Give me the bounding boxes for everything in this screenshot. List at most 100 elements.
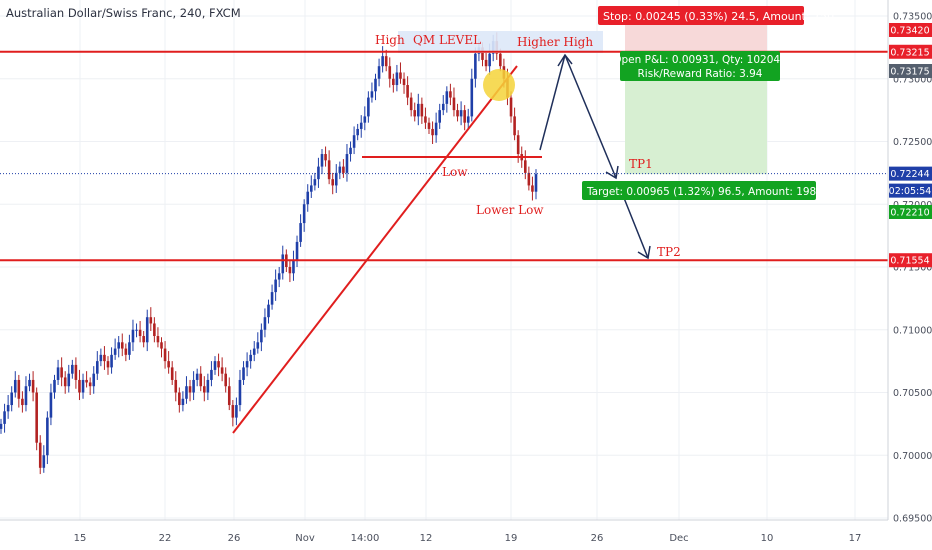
price-tick-label: 0.73500 xyxy=(893,12,932,23)
candle-body xyxy=(217,361,220,368)
candle-body xyxy=(53,379,56,393)
candle-body xyxy=(99,354,103,362)
candle-body xyxy=(13,379,17,393)
candle-body xyxy=(138,329,142,337)
trendline xyxy=(232,65,518,434)
time-axis-panel[interactable] xyxy=(0,520,932,550)
candle-body xyxy=(60,367,63,378)
candle-body xyxy=(38,442,42,468)
candle-body xyxy=(74,364,78,380)
candle-body xyxy=(231,405,235,418)
candle-body xyxy=(499,53,502,67)
candle-body xyxy=(484,59,488,67)
candle-body xyxy=(413,110,417,117)
candle-body xyxy=(470,78,474,117)
candle-body xyxy=(474,53,477,79)
candle-body xyxy=(153,323,156,337)
candle-body xyxy=(449,91,452,98)
candle-body xyxy=(317,166,320,180)
candle-body xyxy=(42,455,46,468)
candle-body xyxy=(131,329,135,343)
candle-body xyxy=(35,392,38,443)
time-tick-label: 19 xyxy=(505,533,518,544)
candle-body xyxy=(103,354,106,362)
risk-reward-label: Risk/Reward Ratio: 3.94 xyxy=(638,68,763,80)
candle-body xyxy=(409,97,413,111)
candle-body xyxy=(292,260,295,274)
price-tick-label: 0.70500 xyxy=(893,388,932,399)
position-zones xyxy=(625,21,767,175)
candle-body xyxy=(527,172,531,186)
candle-body xyxy=(299,223,302,242)
candle-body xyxy=(113,348,117,355)
candle-body xyxy=(81,379,85,393)
candle-body xyxy=(324,154,327,161)
price-tag-gray: 0.73175 xyxy=(890,67,929,78)
candle-body xyxy=(420,103,424,117)
qm-highlight-circle xyxy=(483,69,515,101)
candle-body xyxy=(338,166,342,173)
candle-body xyxy=(334,172,338,186)
candle-body xyxy=(427,122,431,129)
time-tick-label: 10 xyxy=(761,533,774,544)
label-higher-high: Higher High xyxy=(517,35,593,49)
stop-label-bg xyxy=(598,6,804,25)
label-low: Low xyxy=(442,165,468,179)
candle-body xyxy=(438,110,441,123)
candle-body xyxy=(227,386,231,406)
candle-body xyxy=(402,78,406,86)
time-tick-label: 22 xyxy=(159,533,172,544)
candle-body xyxy=(181,398,185,406)
candle-body xyxy=(185,386,188,399)
candle-body xyxy=(213,361,217,370)
candle-body xyxy=(524,160,527,173)
candle-body xyxy=(434,122,438,136)
candle-body xyxy=(203,386,206,393)
candle-body xyxy=(85,379,88,383)
price-tags: 0.73420 0.73215 0.73175 0.72244 02:05:54 0.72… xyxy=(889,23,932,268)
price-tag-stop-bg xyxy=(889,23,932,37)
candle-body xyxy=(267,304,270,318)
time-tick-label: Dec xyxy=(669,533,688,544)
price-tag-countdown: 02:05:54 xyxy=(889,186,932,197)
candle-body xyxy=(320,154,324,167)
candle-body xyxy=(534,174,538,192)
candle-body xyxy=(488,53,491,67)
candle-body xyxy=(256,342,260,349)
price-tag-current-bg xyxy=(889,166,932,181)
candle-body xyxy=(163,348,167,362)
candle-body xyxy=(235,405,238,418)
candle-body xyxy=(0,423,3,429)
candle-body xyxy=(374,78,377,92)
candle-body xyxy=(306,191,310,205)
candle-body xyxy=(445,91,449,104)
candle-body xyxy=(509,97,513,117)
candle-body xyxy=(188,386,192,393)
candle-body xyxy=(331,179,334,186)
projection-down-2-head xyxy=(637,245,651,260)
price-tick-label: 0.69500 xyxy=(893,514,932,525)
candle-body xyxy=(370,91,374,98)
price-tag-countdown-bg xyxy=(889,183,932,198)
candle-body xyxy=(195,373,199,380)
candle-body xyxy=(63,377,67,387)
candle-body xyxy=(71,364,74,374)
candle-body xyxy=(295,241,299,261)
candle-body xyxy=(249,354,252,362)
candle-body xyxy=(167,361,170,368)
candle-body xyxy=(359,122,363,129)
candle-body xyxy=(46,417,49,456)
symbol-label[interactable]: Australian Dollar/Swiss Franc, 240, FXCM xyxy=(6,6,241,20)
candle-body xyxy=(220,367,224,374)
candle-body xyxy=(384,56,388,67)
candle-body xyxy=(178,392,181,406)
candle-body xyxy=(31,379,35,393)
label-tp1: TP1 xyxy=(629,157,653,171)
candle-body xyxy=(28,379,31,387)
candle-body xyxy=(88,382,92,387)
stop-label: Stop: 0.00245 (0.33%) 24.5, Amount: 750 xyxy=(603,10,834,23)
price-tag-current: 0.72244 xyxy=(890,169,929,180)
projection-up xyxy=(539,54,566,151)
candle-body xyxy=(96,361,99,374)
candle-body xyxy=(313,179,317,186)
